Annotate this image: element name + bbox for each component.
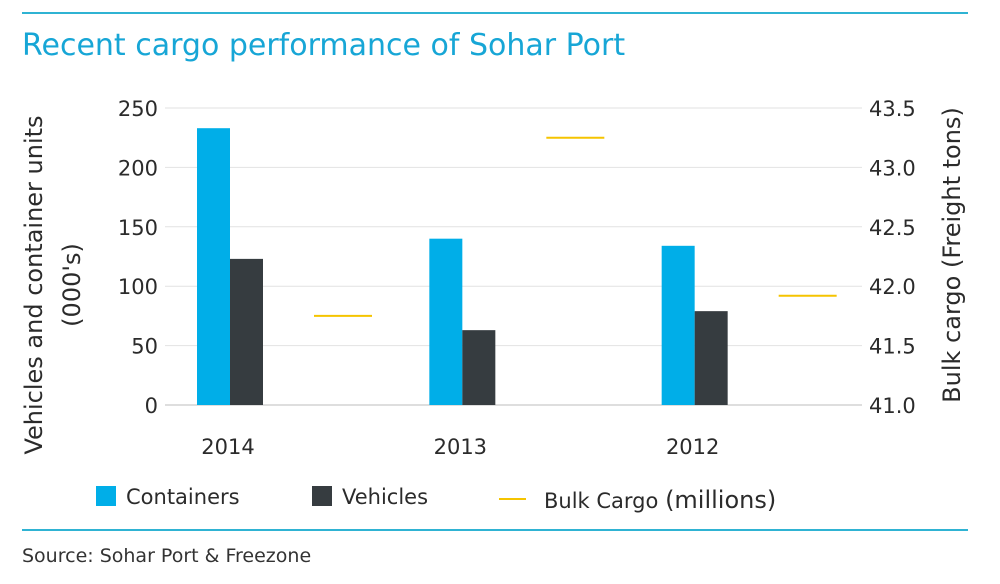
y-tick-label: 0 (145, 394, 158, 418)
legend-label-bulk-suffix: (millions) (665, 486, 776, 514)
y-tick-label: 250 (118, 97, 158, 121)
y2-axis-title: Bulk cargo (Freight tons) (938, 107, 966, 403)
y-tick-label: 50 (131, 335, 158, 359)
legend-label-containers: Containers (126, 485, 240, 509)
y-axis-title-line: Vehicles and container units (20, 115, 48, 454)
bar-containers (197, 128, 230, 406)
legend: Containers Vehicles Bulk Cargo (millions… (96, 485, 776, 514)
y-axis-title-line: (000's) (58, 243, 86, 327)
bar-vehicles (230, 258, 263, 405)
y2-tick-label: 42.5 (869, 216, 916, 240)
gridlines (165, 107, 862, 406)
legend-swatch-containers (96, 486, 116, 506)
y2-tick-label: 43.0 (869, 156, 916, 180)
legend-label-vehicles: Vehicles (342, 485, 428, 509)
x-tick-label: 2014 (201, 435, 254, 459)
y2-tick-label: 41.0 (869, 394, 916, 418)
tick-labels: 0 41.0 50 41.5 100 42.0 150 42.5 200 43.0 250 43.5 2… (118, 97, 916, 459)
y2-tick-label: 41.5 (869, 335, 916, 359)
x-tick-label: 2012 (666, 435, 719, 459)
axis-titles: Vehicles and container units (000's) Bulk … (20, 107, 966, 454)
y-tick-label: 200 (118, 156, 158, 180)
legend-swatch-vehicles (312, 486, 332, 506)
y2-tick-label: 42.0 (869, 275, 916, 299)
bar-vehicles (462, 330, 496, 405)
bulk-markers (314, 136, 837, 317)
bar-vehicles (694, 311, 728, 405)
bottom-rule (22, 529, 968, 531)
bar-containers (429, 238, 463, 405)
chart-title: Recent cargo performance of Sohar Port (22, 28, 626, 63)
y-tick-label: 100 (118, 275, 158, 299)
x-tick-label: 2013 (434, 435, 487, 459)
y-axis-title: Vehicles and container units (000's) (20, 115, 86, 454)
source-note: Source: Sohar Port & Freezone (22, 545, 312, 567)
y2-tick-label: 43.5 (869, 97, 916, 121)
legend-label-bulk: Bulk Cargo (millions) (544, 486, 776, 514)
bar-containers (661, 245, 695, 405)
legend-label-bulk-name: Bulk Cargo (544, 489, 658, 513)
y-tick-label: 150 (118, 216, 158, 240)
top-rule (22, 12, 968, 14)
bars (197, 128, 728, 406)
